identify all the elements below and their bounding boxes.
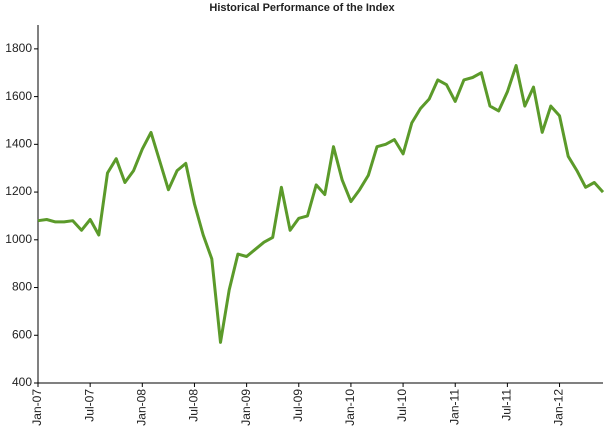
x-tick-label: Jan-11: [447, 389, 461, 425]
y-tick-label: 800: [12, 280, 32, 294]
x-tick-label: Jan-08: [134, 389, 148, 426]
x-tick-label: Jul-09: [291, 389, 305, 422]
y-tick-label: 1600: [5, 89, 32, 103]
y-tick-label: 1800: [5, 41, 32, 55]
x-tick-label: Jan-09: [239, 389, 253, 426]
x-tick-label: Jul-08: [187, 389, 201, 422]
y-tick-label: 1000: [5, 232, 32, 246]
x-tick-label: Jan-07: [30, 389, 44, 426]
x-tick-label: Jan-10: [343, 389, 357, 426]
y-tick-label: 600: [12, 327, 32, 341]
chart-title: Historical Performance of the Index: [209, 2, 395, 14]
x-tick-label: Jul-07: [82, 389, 96, 422]
x-tick-label: Jul-11: [500, 389, 514, 421]
x-tick-label: Jan-12: [552, 389, 566, 426]
data-line: [37, 64, 605, 344]
x-tick-label: Jul-10: [395, 389, 409, 422]
y-tick-label: 1400: [5, 137, 32, 151]
y-tick-label: 400: [12, 375, 32, 389]
y-tick-label: 1200: [5, 184, 32, 198]
